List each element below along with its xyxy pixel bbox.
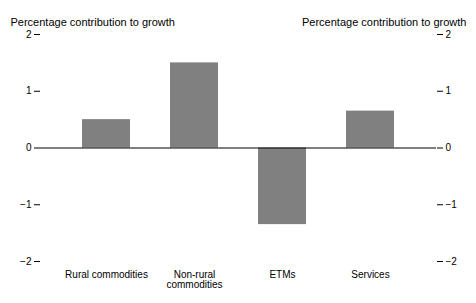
svg-text:1: 1: [446, 85, 452, 96]
svg-text:−1: −1: [20, 199, 32, 210]
svg-text:0: 0: [446, 142, 452, 153]
svg-text:0: 0: [26, 142, 32, 153]
svg-text:2: 2: [26, 29, 32, 40]
svg-text:Percentage contribution to gro: Percentage contribution to growth: [11, 16, 176, 28]
svg-text:Rural commodities: Rural commodities: [65, 269, 148, 280]
svg-text:2: 2: [446, 29, 452, 40]
svg-text:−1: −1: [446, 199, 458, 210]
svg-text:1: 1: [26, 85, 32, 96]
svg-text:−2: −2: [446, 256, 458, 267]
svg-text:Percentage contribution to gro: Percentage contribution to growth: [302, 16, 467, 28]
svg-text:Non-ruralcommodities: Non-ruralcommodities: [166, 269, 222, 290]
svg-text:Services: Services: [351, 269, 389, 280]
svg-text:ETMs: ETMs: [269, 269, 295, 280]
svg-text:−2: −2: [20, 256, 32, 267]
